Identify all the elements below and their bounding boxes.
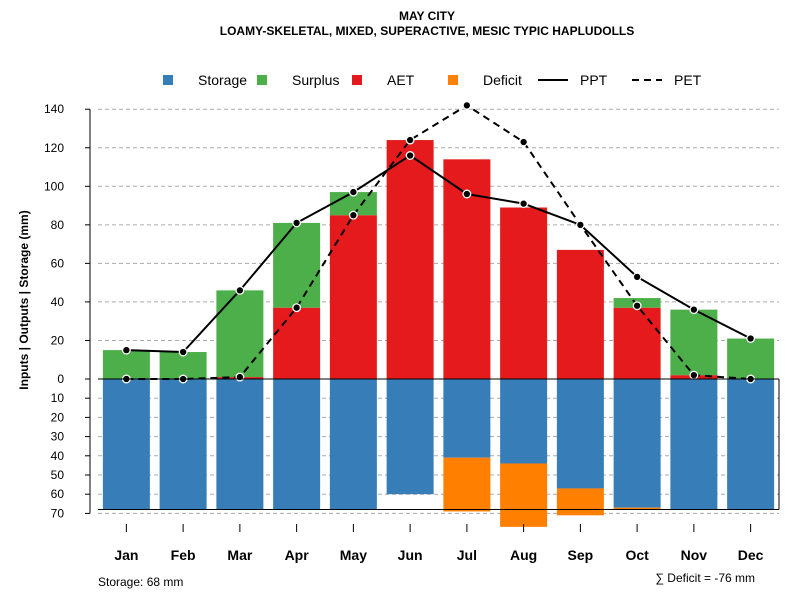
- x-tick-label-dec: Dec: [738, 547, 764, 563]
- legend-label-surplus: Surplus: [292, 72, 339, 88]
- pet-point-apr: [292, 303, 302, 313]
- legend-label-aet: AET: [387, 72, 415, 88]
- aet-bar-oct: [613, 307, 661, 379]
- y-tick-label-60: 60: [51, 256, 65, 270]
- storage-bar-may: [329, 379, 377, 510]
- y-tick-label-below-60: 60: [51, 487, 65, 501]
- surplus-bar-apr: [273, 222, 321, 308]
- pet-point-jul: [462, 100, 472, 110]
- surplus-bar-nov: [670, 309, 718, 376]
- y-tick-label-below-20: 20: [51, 410, 65, 424]
- ppt-point-nov: [689, 305, 699, 315]
- y-tick-label-80: 80: [51, 218, 65, 232]
- storage-bar-apr: [273, 379, 321, 510]
- storage-bar-dec: [727, 379, 775, 510]
- ppt-point-dec: [746, 334, 756, 343]
- chart-gridlines: [98, 108, 779, 514]
- aet-bar-apr: [273, 307, 321, 379]
- x-tick-label-mar: Mar: [227, 547, 252, 563]
- y-axis-label: Inputs | Outputs | Storage (mm): [17, 210, 31, 389]
- pet-point-oct: [632, 301, 642, 311]
- storage-bar-feb: [159, 379, 207, 510]
- surplus-bar-jan: [102, 350, 150, 379]
- storage-bar-jun: [386, 379, 434, 495]
- legend-label-pet: PET: [674, 72, 702, 88]
- y-tick-label-140: 140: [44, 102, 64, 116]
- deficit-bar-jul: [443, 457, 491, 512]
- legend-swatch-deficit: [448, 75, 458, 85]
- x-tick-label-jul: Jul: [457, 547, 477, 563]
- y-tick-label-120: 120: [44, 141, 64, 155]
- y-tick-label-below-40: 40: [51, 449, 65, 463]
- pet-point-nov: [689, 370, 699, 380]
- aet-bar-aug: [500, 207, 548, 379]
- y-tick-label-100: 100: [44, 179, 64, 193]
- y-tick-label-0: 0: [57, 372, 64, 386]
- storage-note: Storage: 68 mm: [98, 575, 183, 589]
- ppt-point-mar: [235, 285, 245, 295]
- ppt-point-sep: [575, 220, 585, 230]
- ppt-point-jun: [405, 151, 415, 160]
- pet-point-may: [348, 210, 358, 220]
- storage-bar-nov: [670, 379, 718, 510]
- deficit-bar-oct: [613, 507, 661, 510]
- legend-label-deficit: Deficit: [483, 72, 522, 88]
- pet-point-jun: [405, 135, 415, 145]
- x-tick-label-nov: Nov: [681, 547, 708, 563]
- chart-axes: 0 20 40 60 80 100 120 140 10 20 30 40 50 60 70 Jan Feb Ma…: [44, 102, 780, 563]
- y-tick-label-below-30: 30: [51, 430, 65, 444]
- pet-point-aug: [519, 137, 529, 147]
- storage-bar-jan: [102, 379, 150, 510]
- x-tick-label-sep: Sep: [568, 547, 594, 563]
- chart-legend: Storage Surplus AET Deficit PPT PET: [163, 72, 702, 88]
- y-tick-label-40: 40: [51, 295, 65, 309]
- x-tick-label-aug: Aug: [510, 547, 537, 563]
- deficit-bar-sep: [556, 488, 604, 516]
- x-tick-label-feb: Feb: [171, 547, 196, 563]
- chart-lines: [121, 100, 756, 384]
- surplus-bar-mar: [216, 290, 264, 378]
- chart-subtitle: LOAMY-SKELETAL, MIXED, SUPERACTIVE, MESI…: [220, 24, 634, 38]
- pet-point-mar: [235, 372, 245, 382]
- y-tick-label-below-10: 10: [51, 391, 65, 405]
- deficit-bar-aug: [500, 463, 548, 527]
- surplus-bar-dec: [727, 338, 775, 379]
- aet-bar-jun: [386, 140, 434, 379]
- x-tick-label-may: May: [340, 547, 367, 563]
- legend-swatch-surplus: [257, 75, 267, 85]
- storage-bar-mar: [216, 379, 264, 510]
- x-tick-label-oct: Oct: [625, 547, 649, 563]
- y-tick-label-below-70: 70: [51, 506, 65, 520]
- ppt-point-may: [348, 187, 358, 197]
- aet-bar-may: [329, 215, 377, 379]
- chart-bars: [102, 140, 775, 527]
- legend-swatch-storage: [163, 75, 173, 85]
- ppt-point-jan: [121, 345, 131, 355]
- storage-bar-jul: [443, 379, 491, 458]
- ppt-point-aug: [519, 199, 529, 209]
- y-tick-label-below-50: 50: [51, 468, 65, 482]
- storage-bar-aug: [500, 379, 548, 464]
- chart-title: MAY CITY: [399, 9, 455, 23]
- deficit-sum-note: ∑ Deficit = -76 mm: [655, 571, 755, 585]
- storage-bar-oct: [613, 379, 661, 508]
- surplus-bar-feb: [159, 352, 207, 379]
- aet-bar-sep: [556, 249, 604, 379]
- ppt-point-feb: [178, 347, 188, 357]
- x-tick-label-jan: Jan: [114, 547, 138, 563]
- storage-bar-sep: [556, 379, 604, 489]
- x-tick-label-apr: Apr: [285, 547, 310, 563]
- x-tick-label-jun: Jun: [398, 547, 423, 563]
- legend-label-storage: Storage: [198, 72, 247, 88]
- ppt-point-jul: [462, 189, 472, 199]
- legend-swatch-aet: [352, 75, 362, 85]
- ppt-point-oct: [632, 272, 642, 282]
- ppt-line: [126, 154, 752, 354]
- y-tick-label-20: 20: [51, 333, 65, 347]
- legend-label-ppt: PPT: [580, 72, 608, 88]
- ppt-point-apr: [292, 218, 302, 228]
